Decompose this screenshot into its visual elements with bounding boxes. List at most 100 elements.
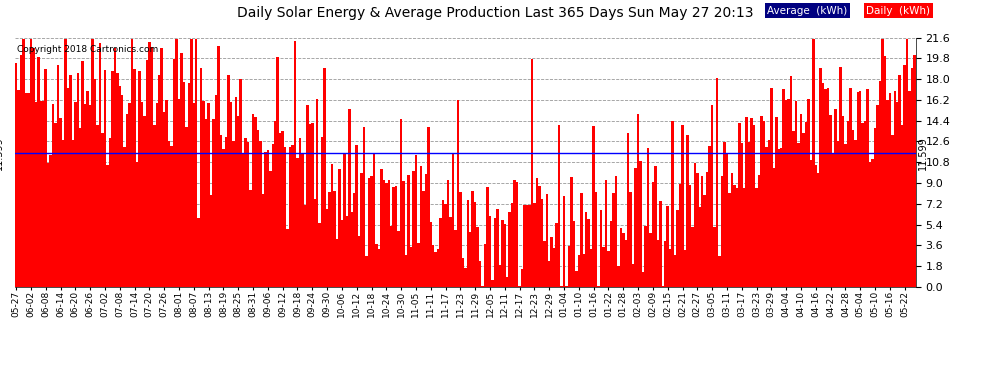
Bar bbox=[64, 39, 66, 287]
Bar bbox=[242, 153, 245, 287]
Bar bbox=[104, 70, 106, 287]
Bar bbox=[197, 218, 200, 287]
Bar bbox=[360, 173, 363, 287]
Bar bbox=[590, 249, 592, 287]
Bar bbox=[805, 122, 807, 287]
Bar bbox=[84, 104, 86, 287]
Bar bbox=[787, 99, 790, 287]
Bar bbox=[906, 39, 909, 287]
Bar bbox=[20, 55, 22, 287]
Bar bbox=[620, 228, 622, 287]
Bar bbox=[644, 225, 646, 287]
Bar bbox=[427, 127, 430, 287]
Bar bbox=[572, 221, 575, 287]
Bar bbox=[476, 226, 479, 287]
Bar bbox=[856, 92, 859, 287]
Bar bbox=[757, 175, 760, 287]
Bar bbox=[466, 200, 469, 287]
Bar bbox=[684, 251, 686, 287]
Bar bbox=[567, 246, 570, 287]
Bar bbox=[350, 212, 353, 287]
Bar bbox=[380, 169, 382, 287]
Bar bbox=[610, 221, 612, 287]
Bar bbox=[245, 138, 247, 287]
Bar bbox=[807, 99, 810, 287]
Bar bbox=[602, 247, 605, 287]
Bar bbox=[32, 48, 35, 287]
Bar bbox=[704, 195, 706, 287]
Bar bbox=[909, 91, 911, 287]
Bar bbox=[306, 105, 309, 287]
Bar bbox=[437, 249, 440, 287]
Bar bbox=[851, 130, 854, 287]
Bar bbox=[642, 272, 644, 287]
Bar bbox=[600, 210, 602, 287]
Bar bbox=[474, 202, 476, 287]
Bar bbox=[114, 48, 116, 287]
Bar bbox=[30, 39, 32, 287]
Bar bbox=[279, 134, 281, 287]
Bar bbox=[286, 229, 289, 287]
Bar bbox=[849, 88, 851, 287]
Bar bbox=[499, 266, 501, 287]
Bar bbox=[284, 147, 286, 287]
Bar bbox=[797, 143, 800, 287]
Bar bbox=[491, 280, 494, 287]
Bar bbox=[514, 180, 516, 287]
Bar bbox=[617, 266, 620, 287]
Bar bbox=[812, 39, 815, 287]
Bar bbox=[592, 126, 595, 287]
Bar bbox=[334, 191, 336, 287]
Bar bbox=[81, 62, 84, 287]
Bar bbox=[842, 116, 844, 287]
Bar bbox=[622, 233, 625, 287]
Bar bbox=[79, 128, 81, 287]
Bar bbox=[822, 83, 825, 287]
Bar bbox=[550, 237, 553, 287]
Bar bbox=[59, 118, 61, 287]
Bar bbox=[696, 173, 699, 287]
Bar bbox=[701, 176, 704, 287]
Bar bbox=[676, 210, 679, 287]
Bar bbox=[42, 100, 45, 287]
Bar bbox=[484, 244, 486, 287]
Bar bbox=[544, 242, 545, 287]
Bar bbox=[479, 261, 481, 287]
Bar bbox=[866, 89, 869, 287]
Bar bbox=[800, 114, 802, 287]
Bar bbox=[709, 147, 711, 287]
Bar bbox=[111, 72, 114, 287]
Bar bbox=[570, 177, 572, 287]
Bar bbox=[281, 131, 284, 287]
Bar bbox=[844, 144, 846, 287]
Text: Average  (kWh): Average (kWh) bbox=[767, 6, 847, 16]
Bar bbox=[136, 162, 139, 287]
Bar bbox=[101, 133, 104, 287]
Bar bbox=[131, 39, 134, 287]
Bar bbox=[329, 192, 331, 287]
Bar bbox=[188, 84, 190, 287]
Bar bbox=[321, 137, 324, 287]
Bar bbox=[410, 247, 412, 287]
Bar bbox=[417, 243, 420, 287]
Bar bbox=[299, 138, 301, 287]
Bar bbox=[815, 165, 817, 287]
Bar bbox=[99, 43, 101, 287]
Bar bbox=[27, 93, 30, 287]
Bar bbox=[750, 118, 752, 287]
Bar bbox=[489, 216, 491, 287]
Bar bbox=[509, 211, 511, 287]
Bar bbox=[232, 141, 235, 287]
Bar bbox=[899, 75, 901, 287]
Bar bbox=[706, 172, 709, 287]
Bar bbox=[471, 191, 474, 287]
Bar bbox=[767, 140, 770, 287]
Bar bbox=[94, 79, 96, 287]
Bar bbox=[432, 245, 435, 287]
Bar bbox=[274, 121, 276, 287]
Bar bbox=[649, 233, 651, 287]
Bar bbox=[76, 73, 79, 287]
Bar bbox=[296, 159, 299, 287]
Bar bbox=[656, 240, 659, 287]
Bar bbox=[529, 206, 531, 287]
